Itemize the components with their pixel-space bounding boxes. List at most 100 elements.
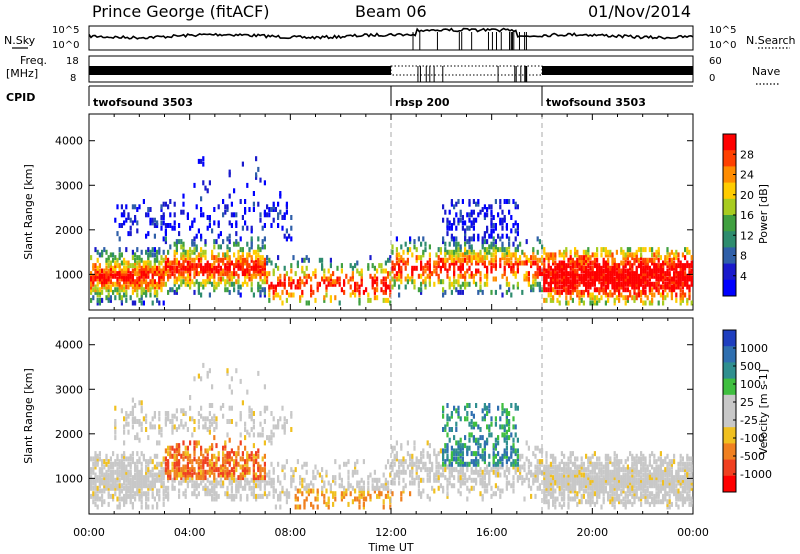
heatmap-cell <box>92 485 95 491</box>
heatmap-cell <box>164 255 167 261</box>
heatmap-cell <box>534 493 537 499</box>
heatmap-cell <box>156 504 159 510</box>
heatmap-cell <box>222 413 225 419</box>
heatmap-cell <box>294 485 297 491</box>
heatmap-cell <box>459 217 462 223</box>
heatmap-cell <box>424 247 427 253</box>
heatmap-cell <box>549 292 552 298</box>
heatmap-cell <box>514 249 517 255</box>
heatmap-cell <box>175 247 178 253</box>
heatmap-cell <box>547 467 550 473</box>
heatmap-cell <box>118 273 121 279</box>
heatmap-cell <box>457 199 460 204</box>
heatmap-cell <box>497 472 500 478</box>
heatmap-cell <box>659 265 662 271</box>
heatmap-cell <box>585 255 588 261</box>
heatmap-cell <box>655 273 658 279</box>
heatmap-cell <box>204 185 207 191</box>
heatmap-cell <box>145 504 148 510</box>
heatmap-cell <box>446 220 449 226</box>
heatmap-cell <box>563 279 566 285</box>
heatmap-cell <box>593 491 596 497</box>
heatmap-cell <box>303 501 306 507</box>
heatmap-cell <box>279 491 282 497</box>
heatmap-cell <box>629 467 632 473</box>
heatmap-cell <box>208 368 211 374</box>
heatmap-cell <box>222 271 225 277</box>
heatmap-cell <box>453 405 456 411</box>
heatmap-cell <box>241 456 244 462</box>
heatmap-cell <box>118 271 121 277</box>
heatmap-cell <box>125 260 128 266</box>
heatmap-cell <box>417 236 420 242</box>
heatmap-cell <box>94 477 97 483</box>
heatmap-cell <box>263 209 266 215</box>
heatmap-cell <box>629 279 632 285</box>
heatmap-cell <box>142 483 145 489</box>
heatmap-cell <box>648 268 651 274</box>
heatmap-cell <box>494 225 497 231</box>
heatmap-cell <box>604 461 607 467</box>
heatmap-cell <box>241 467 244 473</box>
heatmap-cell <box>340 477 343 483</box>
heatmap-cell <box>255 255 258 261</box>
heatmap-cell <box>679 271 682 277</box>
heatmap-cell <box>457 405 460 411</box>
heatmap-cell <box>481 483 484 489</box>
heatmap-cell <box>492 469 495 475</box>
heatmap-cell <box>259 289 262 295</box>
heatmap-cell <box>475 201 478 207</box>
heatmap-cell <box>651 271 654 277</box>
heatmap-cell <box>618 284 621 290</box>
heatmap-cell <box>259 477 262 483</box>
heatmap-cell <box>136 279 139 285</box>
heatmap-cell <box>604 268 607 274</box>
heatmap-cell <box>448 469 451 475</box>
heatmap-cell <box>327 499 330 505</box>
heatmap-cell <box>642 300 645 306</box>
heatmap-cell <box>94 493 97 499</box>
heatmap-cell <box>158 273 161 279</box>
heatmap-cell <box>640 271 643 277</box>
heatmap-cell <box>398 263 401 269</box>
heatmap-cell <box>178 480 181 486</box>
heatmap-cell <box>303 504 306 510</box>
heatmap-cell <box>94 268 97 274</box>
heatmap-cell <box>186 461 189 467</box>
heatmap-cell <box>501 255 504 261</box>
heatmap-cell <box>120 464 123 470</box>
heatmap-cell <box>305 461 308 467</box>
heatmap-cell <box>512 445 515 451</box>
nsearch-tick-low: 10^0 <box>709 40 736 51</box>
heatmap-cell <box>241 268 244 274</box>
heatmap-cell <box>525 472 528 478</box>
heatmap-cell <box>191 475 194 481</box>
heatmap-cell <box>131 456 134 462</box>
heatmap-cell <box>602 247 605 253</box>
heatmap-cell <box>268 480 271 486</box>
heatmap-cell <box>668 265 671 271</box>
heatmap-cell <box>120 297 123 303</box>
heatmap-cell <box>488 477 491 483</box>
heatmap-cell <box>657 289 660 295</box>
heatmap-cell <box>279 496 282 502</box>
heatmap-cell <box>237 451 240 457</box>
heatmap-cell <box>340 496 343 502</box>
heatmap-cell <box>92 273 95 279</box>
heatmap-cell <box>646 263 649 269</box>
heatmap-cell <box>252 491 255 497</box>
heatmap-cell <box>301 491 304 497</box>
heatmap-cell <box>230 271 233 277</box>
heatmap-cell <box>591 464 594 470</box>
heatmap-cell <box>153 292 156 298</box>
heatmap-cell <box>593 480 596 486</box>
heatmap-cell <box>637 276 640 282</box>
heatmap-cell <box>136 485 139 491</box>
heatmap-cell <box>347 459 350 465</box>
heatmap-cell <box>211 485 214 491</box>
heatmap-cell <box>602 281 605 287</box>
heatmap-cell <box>151 472 154 478</box>
heatmap-cell <box>461 263 464 269</box>
heatmap-cell <box>158 279 161 285</box>
heatmap-cell <box>195 255 198 261</box>
